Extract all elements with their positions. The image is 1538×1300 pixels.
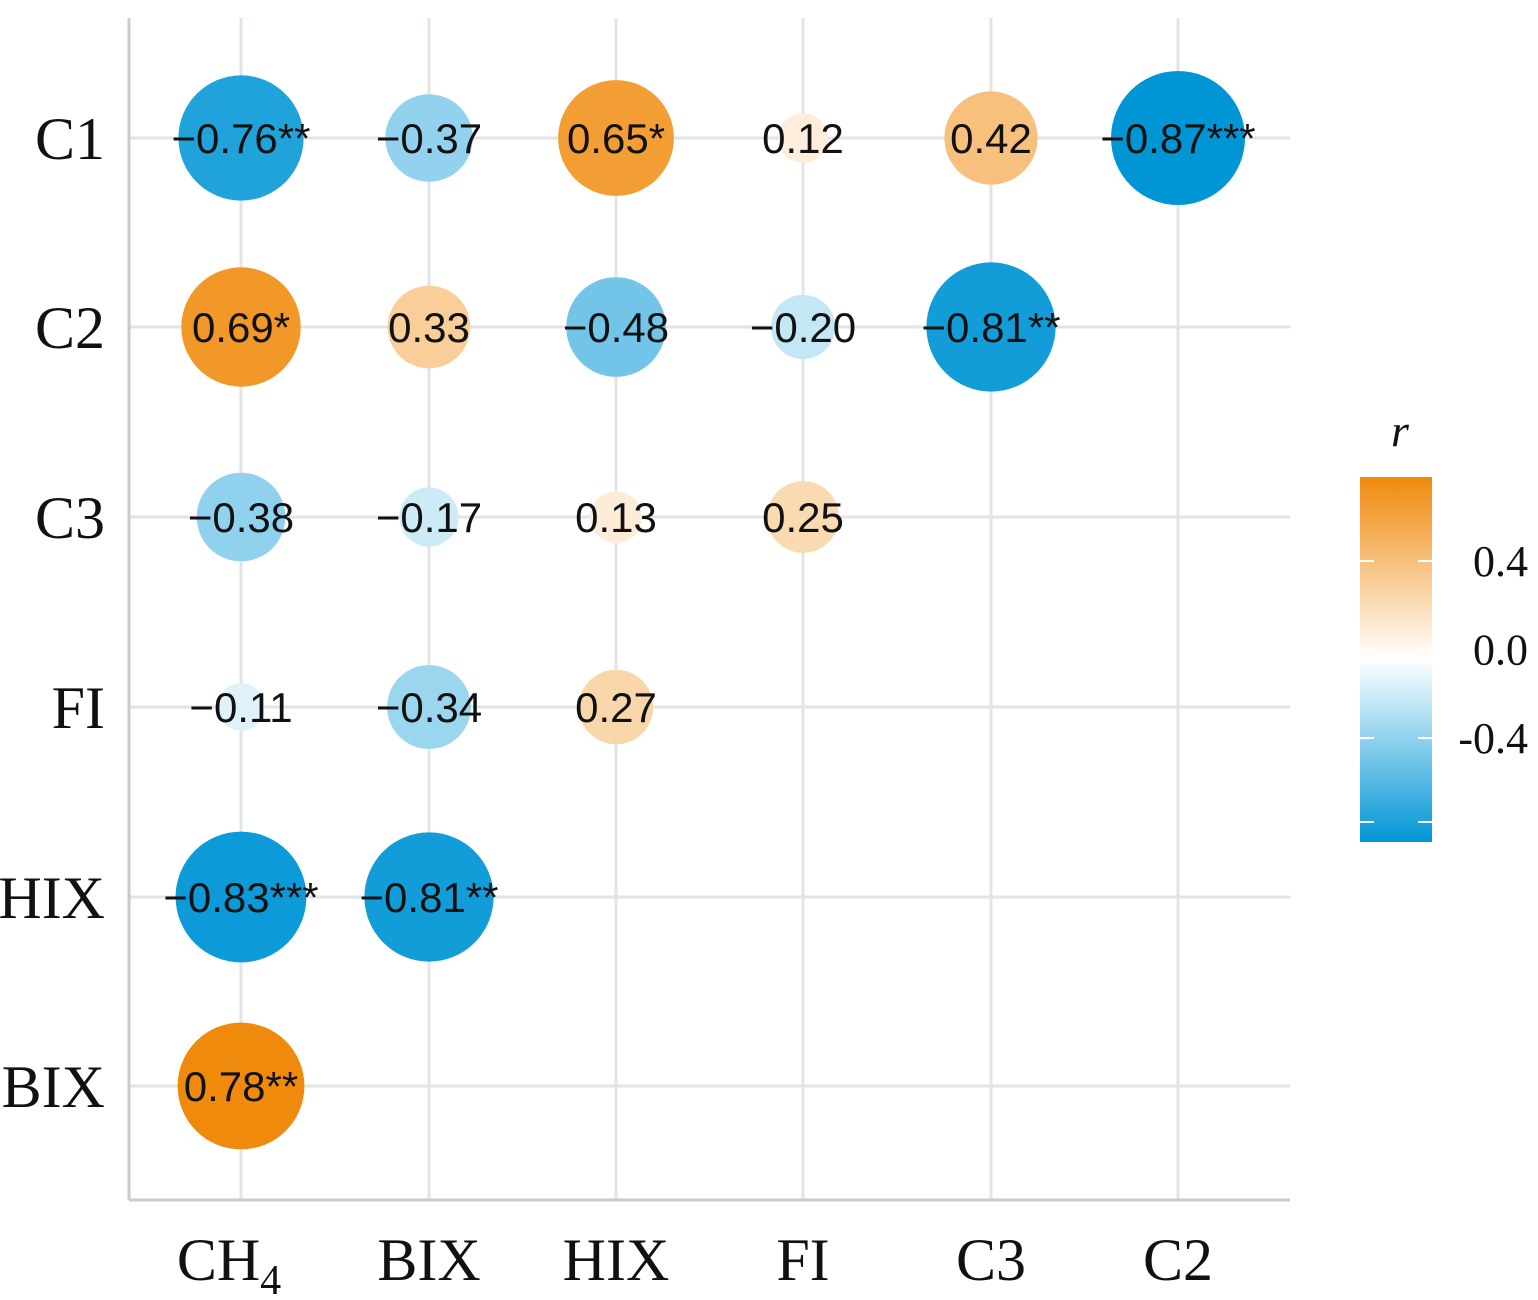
cell-bubble [566, 277, 666, 377]
x-tick-label-c2: C2 [1143, 1227, 1213, 1293]
cell-C1-HIX: 0.65* [558, 80, 674, 196]
x-tick-label-bix: BIX [377, 1227, 480, 1293]
cell-bubble [944, 91, 1038, 185]
cell-C3-BIX: −0.17 [376, 487, 482, 547]
cell-bubble [770, 294, 836, 360]
cell-C2-C3: −0.81** [922, 262, 1061, 392]
x-tick-label-c3: C3 [956, 1227, 1026, 1293]
cell-value-label: −0.11 [189, 684, 292, 731]
x-tick-label-fi: FI [776, 1227, 829, 1293]
x-axis-tick-labels: CH4 BIX HIX FI C3 C2 [177, 1227, 1213, 1300]
correlation-cells: −0.76** −0.37 0.65* 0.12 0.42 −0.87*** 0.69* 0.… [163, 71, 1256, 1150]
legend-tick-label: 0.0 [1473, 626, 1528, 675]
cell-bubble [175, 831, 307, 963]
y-tick-label-c1: C1 [35, 106, 105, 172]
cell-C2-HIX: −0.48 [563, 277, 669, 377]
grid-lines [129, 18, 1290, 1200]
cell-value-label: 0.13 [575, 494, 657, 541]
cell-C2-BIX: 0.33 [387, 285, 471, 369]
cell-C1-BIX: −0.37 [376, 94, 482, 182]
cell-C1-C2: −0.87*** [1100, 71, 1256, 205]
cell-value-label: −0.37 [376, 115, 482, 162]
cell-C3-FI: 0.25 [762, 481, 844, 553]
cell-bubble [578, 669, 654, 745]
cell-value-label: −0.83*** [163, 874, 318, 921]
cell-value-label: −0.34 [376, 684, 482, 731]
cell-value-label: −0.17 [376, 494, 482, 541]
legend-tick-label: -0.4 [1458, 714, 1528, 763]
cell-value-label: −0.38 [188, 494, 294, 541]
cell-value-label: −0.76** [172, 115, 311, 162]
x-tick-label-hix: HIX [563, 1227, 670, 1293]
cell-bubble [399, 487, 459, 547]
cell-C2-FI: −0.20 [750, 294, 856, 360]
cell-value-label: −0.87*** [1100, 115, 1255, 162]
legend-tick-label: 0.4 [1473, 537, 1528, 586]
legend-color-bar [1360, 477, 1432, 842]
cell-bubble [387, 285, 471, 369]
cell-bubble [558, 80, 674, 196]
cell-value-label: 0.65* [567, 115, 665, 162]
cell-value-label: 0.12 [762, 115, 844, 162]
cell-value-label: −0.81** [360, 874, 499, 921]
cell-C2-CH4: 0.69* [181, 267, 301, 387]
cell-BIX-CH4: 0.78** [177, 1022, 305, 1150]
color-legend: r 0.4 0.0 -0.4 [1360, 405, 1528, 842]
cell-C1-CH4: −0.76** [172, 75, 311, 201]
cell-value-label: 0.78** [184, 1063, 298, 1110]
cell-bubble [590, 491, 642, 543]
cell-bubble [767, 481, 839, 553]
cell-FI-CH4: −0.11 [189, 683, 293, 731]
cell-bubble [196, 472, 286, 562]
cell-value-label: 0.69* [192, 304, 290, 351]
cell-bubble [385, 94, 473, 182]
cell-bubble [181, 267, 301, 387]
x-tick-label-ch4: CH4 [177, 1227, 281, 1300]
cell-bubble [387, 665, 471, 749]
y-tick-label-hix: HIX [0, 865, 105, 931]
cell-HIX-CH4: −0.83*** [163, 831, 319, 963]
cell-C3-HIX: 0.13 [575, 491, 657, 543]
cell-bubble [217, 683, 265, 731]
cell-bubble [1111, 71, 1245, 205]
axis-lines [127, 18, 1290, 1202]
cell-value-label: −0.48 [563, 304, 669, 351]
cell-bubble [177, 1022, 305, 1150]
cell-HIX-BIX: −0.81** [360, 832, 499, 962]
cell-value-label: −0.20 [750, 304, 856, 351]
cell-C1-FI: 0.12 [762, 113, 844, 163]
y-tick-label-fi: FI [52, 675, 105, 741]
y-tick-label-bix: BIX [2, 1054, 105, 1120]
cell-bubble [778, 113, 828, 163]
y-tick-label-c3: C3 [35, 485, 105, 551]
cell-FI-HIX: 0.27 [575, 669, 657, 745]
cell-bubble [926, 262, 1056, 392]
y-tick-label-c2: C2 [35, 295, 105, 361]
cell-value-label: 0.42 [950, 115, 1032, 162]
cell-value-label: 0.33 [388, 304, 470, 351]
cell-FI-BIX: −0.34 [376, 665, 482, 749]
cell-value-label: 0.27 [575, 684, 657, 731]
legend-title: r [1391, 405, 1410, 456]
cell-value-label: −0.81** [922, 304, 1061, 351]
y-axis-tick-labels: C1 C2 C3 FI HIX BIX [0, 106, 105, 1120]
cell-bubble [178, 75, 304, 201]
cell-C1-C3: 0.42 [944, 91, 1038, 185]
cell-value-label: 0.25 [762, 494, 844, 541]
cell-C3-CH4: −0.38 [188, 472, 294, 562]
cell-bubble [364, 832, 494, 962]
